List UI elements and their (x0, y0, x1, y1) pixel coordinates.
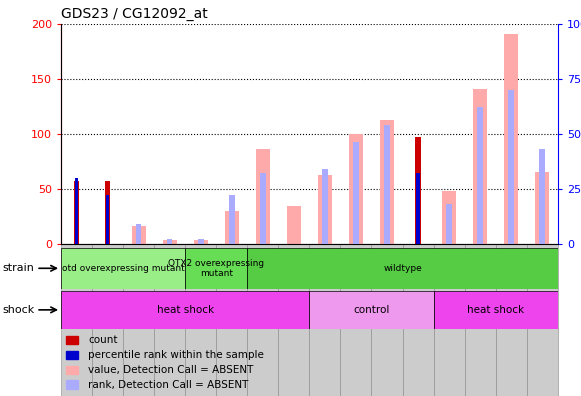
Text: value, Detection Call = ABSENT: value, Detection Call = ABSENT (88, 365, 254, 375)
Bar (508, 89, 514, 244)
Bar (318, 175, 332, 244)
Bar (256, 149, 270, 244)
Text: control: control (353, 305, 390, 315)
Bar (105, 181, 110, 244)
Bar (504, 34, 518, 244)
Bar (384, 125, 390, 244)
FancyBboxPatch shape (371, 244, 403, 396)
Bar (132, 226, 146, 244)
Bar (415, 137, 421, 244)
Bar (322, 169, 328, 244)
Bar (66, 351, 78, 359)
FancyBboxPatch shape (433, 244, 465, 396)
Bar (74, 181, 80, 244)
FancyBboxPatch shape (465, 244, 496, 396)
Bar (61, 291, 309, 329)
FancyBboxPatch shape (92, 244, 123, 396)
FancyBboxPatch shape (340, 244, 371, 396)
Bar (193, 240, 207, 244)
FancyBboxPatch shape (216, 244, 248, 396)
FancyBboxPatch shape (154, 244, 185, 396)
Bar (353, 143, 358, 244)
Bar (163, 240, 177, 244)
Text: rank, Detection Call = ABSENT: rank, Detection Call = ABSENT (88, 380, 249, 390)
FancyBboxPatch shape (61, 244, 92, 396)
Bar (248, 248, 558, 289)
Text: shock: shock (3, 305, 35, 315)
Text: strain: strain (3, 263, 35, 273)
Bar (225, 211, 239, 244)
Bar (287, 206, 301, 244)
Bar (442, 191, 456, 244)
Bar (66, 381, 78, 389)
Bar (75, 177, 78, 244)
Bar (66, 366, 78, 374)
FancyBboxPatch shape (248, 244, 278, 396)
Text: otd overexpressing mutant: otd overexpressing mutant (62, 264, 185, 273)
Bar (478, 107, 483, 244)
FancyBboxPatch shape (527, 244, 558, 396)
Text: percentile rank within the sample: percentile rank within the sample (88, 350, 264, 360)
Bar (185, 248, 248, 289)
Text: heat shock: heat shock (157, 305, 214, 315)
Bar (446, 204, 452, 244)
Bar (229, 195, 235, 244)
Bar (349, 133, 363, 244)
FancyBboxPatch shape (309, 244, 340, 396)
FancyBboxPatch shape (185, 244, 216, 396)
Bar (417, 173, 419, 244)
Bar (309, 291, 433, 329)
Bar (167, 239, 173, 244)
Bar (61, 248, 185, 289)
Bar (380, 120, 394, 244)
Bar (198, 239, 203, 244)
Text: count: count (88, 335, 118, 345)
FancyBboxPatch shape (278, 244, 309, 396)
Bar (66, 336, 78, 344)
Bar (473, 89, 487, 244)
Text: OTX2 overexpressing
mutant: OTX2 overexpressing mutant (168, 259, 264, 278)
Text: wildtype: wildtype (383, 264, 422, 273)
Bar (106, 195, 109, 244)
Text: heat shock: heat shock (467, 305, 524, 315)
Bar (136, 224, 141, 244)
FancyBboxPatch shape (496, 244, 527, 396)
FancyBboxPatch shape (403, 244, 433, 396)
Bar (539, 149, 545, 244)
FancyBboxPatch shape (123, 244, 154, 396)
Bar (433, 291, 558, 329)
Text: GDS23 / CG12092_at: GDS23 / CG12092_at (61, 8, 208, 21)
Bar (260, 173, 266, 244)
Bar (535, 172, 549, 244)
